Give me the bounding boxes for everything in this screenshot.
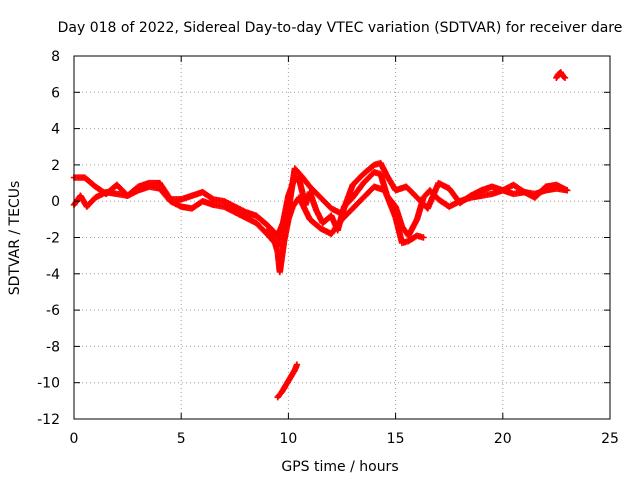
y-tick-label: 0: [51, 194, 60, 210]
data-point: [560, 73, 568, 81]
axis-ticks: [73, 55, 611, 420]
grid: [74, 56, 610, 419]
data-point: [563, 187, 571, 194]
data-point: [420, 234, 427, 241]
y-tick-label: -12: [37, 412, 60, 428]
y-tick-label: 6: [51, 85, 60, 101]
chart-title: Day 018 of 2022, Sidereal Day-to-day VTE…: [58, 20, 623, 36]
x-tick-label: 20: [494, 431, 512, 447]
data-point: [293, 361, 301, 368]
data-point: [561, 74, 569, 81]
y-tick-label: 8: [51, 49, 60, 65]
x-tick-label: 10: [279, 431, 297, 447]
data-points: [70, 69, 571, 401]
y-axis-label: SDTVAR / TECUs: [7, 181, 23, 296]
x-tick-label: 0: [70, 431, 79, 447]
x-axis-label: GPS time / hours: [281, 459, 398, 475]
y-tick-label: -4: [46, 267, 60, 283]
y-tick-label: -6: [46, 303, 60, 319]
y-tick-label: -10: [37, 376, 60, 392]
y-tick-label: 2: [51, 158, 60, 174]
x-tick-label: 15: [387, 431, 405, 447]
tick-labels: 0 5 10 15 20 25 -12 -10 -8 -6 -4 -2 0 2 4 6 8: [37, 49, 619, 447]
y-tick-label: 4: [51, 122, 60, 138]
x-tick-label: 5: [177, 431, 186, 447]
y-tick-label: -8: [46, 339, 60, 355]
x-tick-label: 25: [601, 431, 619, 447]
y-tick-label: -2: [46, 231, 60, 247]
